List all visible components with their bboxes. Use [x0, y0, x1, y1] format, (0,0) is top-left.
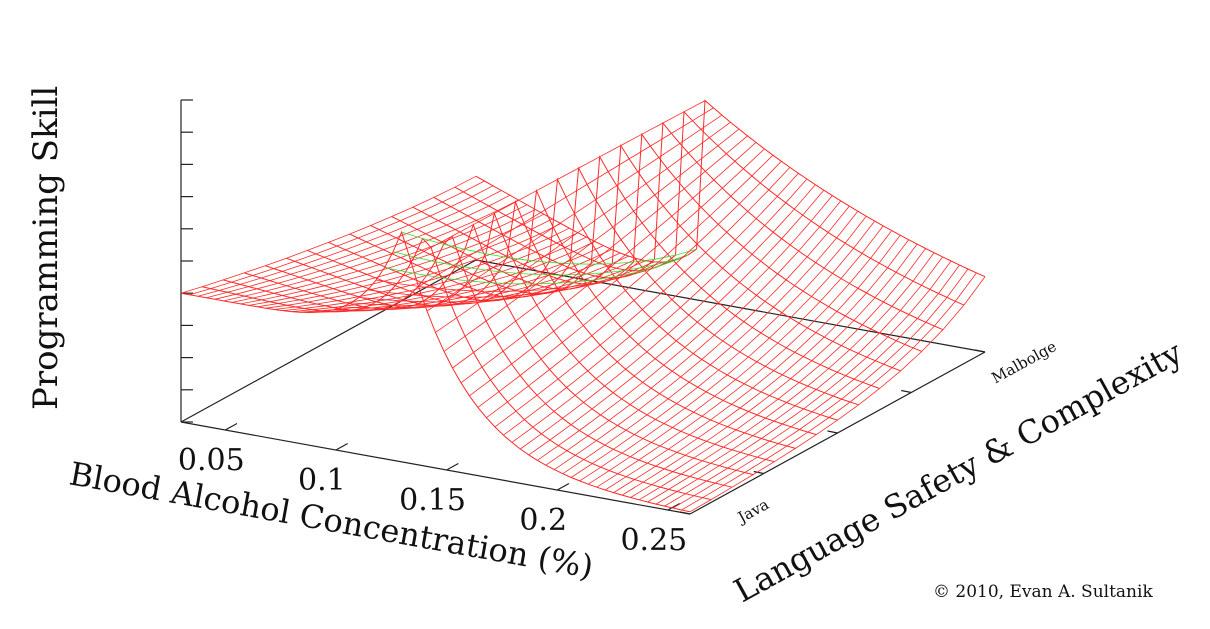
surface-x-line — [486, 161, 782, 419]
y-tick — [679, 511, 691, 515]
x-axis-line — [180, 421, 691, 515]
surface-x-line — [189, 180, 485, 296]
surface-x-line — [587, 225, 884, 485]
surface-x-line — [257, 218, 553, 308]
x-tick-label: 0.2 — [519, 503, 567, 538]
x-tick — [224, 422, 238, 431]
surface-x-line — [596, 230, 893, 488]
surface-x-line — [443, 128, 740, 352]
surface-x-line — [265, 223, 561, 309]
surface-x-line — [621, 243, 918, 496]
surface-x-line — [537, 195, 833, 461]
surface-peak-band-line — [401, 231, 697, 265]
surface-x-line — [359, 261, 655, 303]
surface-x-line — [460, 142, 757, 384]
surface-x-line — [231, 204, 528, 303]
surface-x-line — [452, 135, 748, 369]
y-tick — [827, 430, 838, 434]
surface-x-line — [435, 121, 731, 333]
x-tick — [667, 502, 680, 511]
surface-x-line — [248, 213, 545, 306]
surface-peak-band-line — [384, 258, 680, 285]
surface-depth-line — [454, 110, 965, 306]
surface-x-line — [681, 272, 977, 511]
copyright-notice: © 2010, Evan A. Sultanik — [933, 582, 1153, 602]
x-tick-label: 0.1 — [298, 463, 346, 498]
x-tick-label: 0.15 — [399, 483, 466, 518]
surface-x-line — [376, 260, 672, 292]
surface-x-line — [214, 194, 511, 300]
x-ticks: 0.05 0.1 0.15 0.2 0.25 — [178, 422, 687, 558]
surface-x-line — [206, 190, 502, 299]
surface-x-line — [308, 245, 604, 313]
surface-x-line — [630, 248, 926, 498]
z-axis-label: Programming Skill — [26, 86, 66, 410]
surface-x-line — [291, 236, 587, 312]
surface-x-line — [409, 100, 706, 260]
surface-x-line — [545, 200, 842, 466]
surface-x-line — [426, 114, 723, 312]
surface-mesh — [180, 99, 986, 513]
surface-depth-line — [286, 200, 796, 449]
surface-x-line — [672, 268, 969, 509]
x-tick — [556, 482, 570, 491]
surface-x-line — [418, 107, 714, 287]
x-tick-label: 0.25 — [620, 523, 687, 558]
x-tick-label: 0.05 — [178, 443, 245, 478]
surface-x-line — [689, 276, 986, 513]
y-tick — [753, 470, 764, 475]
z-ticks — [181, 99, 193, 423]
x-tick — [335, 442, 349, 451]
surface-x-line — [638, 252, 935, 501]
y-axis-label: Language Safety & Complexity — [728, 333, 1189, 610]
surface-x-line — [299, 241, 595, 313]
surface-x-line — [554, 205, 850, 470]
surface-x-line — [604, 234, 901, 491]
surface-x-line — [477, 154, 774, 408]
surface-x-line — [562, 210, 859, 475]
y-tick-label: Malbolge — [989, 337, 1060, 387]
surface-depth-line — [349, 166, 859, 406]
surface-x-line — [469, 148, 765, 397]
surface-x-line — [223, 199, 519, 302]
surface-x-line — [520, 184, 816, 450]
surface-x-line — [570, 215, 867, 478]
surface-x-line — [197, 185, 494, 297]
surface-x-line — [180, 175, 477, 294]
surface-x-line — [240, 209, 536, 305]
y-tick — [974, 349, 986, 353]
surface-x-line — [494, 167, 791, 428]
surface-x-line — [503, 173, 799, 436]
surface-x-line — [579, 220, 876, 482]
x-tick — [446, 462, 459, 471]
y-tick-label: Java — [733, 495, 772, 527]
surface-x-line — [655, 260, 952, 505]
surface-peak-band-line — [393, 251, 689, 276]
surface-x-line — [274, 227, 570, 310]
surface-x-line — [528, 189, 825, 456]
surface-x-line — [647, 256, 943, 503]
surface-x-line — [282, 232, 578, 311]
surface-x-line — [613, 239, 909, 493]
surface-depth-line — [222, 235, 733, 488]
surface-x-line — [511, 178, 808, 443]
y-tick — [901, 389, 912, 394]
surface-x-line — [664, 264, 960, 507]
axes — [180, 100, 986, 515]
